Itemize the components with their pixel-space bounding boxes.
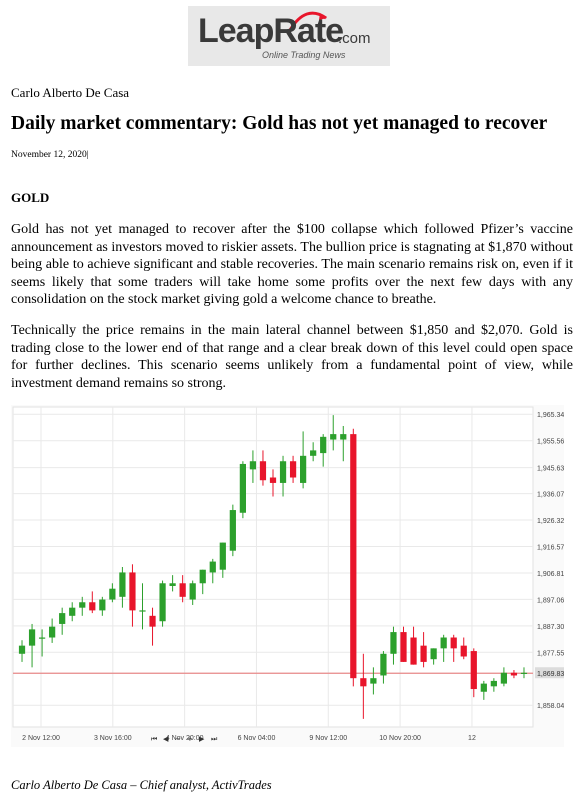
candle-body bbox=[470, 651, 477, 690]
y-tick-label: 1,945.63 bbox=[537, 466, 564, 473]
candle-body bbox=[400, 632, 407, 662]
swoosh-icon bbox=[288, 11, 327, 31]
candle-body bbox=[89, 602, 96, 611]
candle-body bbox=[310, 450, 317, 456]
article-date: November 12, 2020| bbox=[11, 150, 89, 160]
candle-body bbox=[520, 672, 528, 674]
logo-tagline: Online Trading News bbox=[262, 50, 346, 60]
candle-body bbox=[460, 645, 467, 657]
candle-body bbox=[320, 436, 327, 454]
candle-body bbox=[38, 637, 46, 639]
leaprate-logo[interactable]: LeapRate .com Online Trading News bbox=[188, 6, 390, 66]
plot-area bbox=[12, 406, 534, 728]
author-name: Carlo Alberto De Casa bbox=[11, 85, 130, 100]
candle-body bbox=[510, 672, 518, 676]
candle-body bbox=[420, 645, 427, 662]
candle-body bbox=[380, 653, 387, 676]
y-tick-label: 1,877.55 bbox=[537, 650, 564, 657]
prev-icon[interactable]: ◀ bbox=[163, 735, 169, 743]
candle-body bbox=[490, 680, 497, 687]
candle-body bbox=[450, 637, 457, 649]
candle-body bbox=[159, 583, 166, 622]
image-caption: Carlo Alberto De Casa – Chief analyst, A… bbox=[11, 778, 272, 792]
candle-body bbox=[59, 613, 66, 624]
x-tick-label: 6 Nov 04:00 bbox=[238, 735, 276, 742]
candle-body bbox=[239, 463, 246, 513]
candle-body bbox=[269, 477, 277, 483]
candle-body bbox=[209, 561, 216, 573]
candle-body bbox=[500, 672, 508, 684]
y-tick-label: 1,955.56 bbox=[537, 439, 564, 446]
candle-body bbox=[149, 615, 156, 627]
candle-body bbox=[28, 629, 36, 646]
candle-body bbox=[390, 632, 397, 654]
y-tick-label: 1,906.81 bbox=[537, 571, 564, 578]
candle-body bbox=[430, 648, 437, 660]
current-price-label: 1,869.83 bbox=[537, 671, 564, 678]
candle-body bbox=[219, 542, 226, 570]
section-heading: GOLD bbox=[11, 190, 50, 205]
current-price-tag bbox=[535, 667, 564, 679]
candle-body bbox=[350, 434, 357, 679]
candle-body bbox=[119, 572, 126, 597]
article-title: Daily market commentary: Gold has not ye… bbox=[11, 113, 548, 134]
candle-body bbox=[189, 583, 196, 600]
article-paragraph: Gold has not yet managed to recover afte… bbox=[11, 222, 573, 307]
last-icon[interactable]: ⏭ bbox=[211, 735, 218, 743]
candle-body bbox=[289, 461, 297, 478]
y-tick-label: 1,887.30 bbox=[537, 624, 564, 631]
x-tick-label: 12 bbox=[468, 735, 476, 742]
first-icon[interactable]: ⏮ bbox=[151, 735, 157, 743]
candle-body bbox=[129, 572, 136, 611]
gold-price-chart: 1,965.34 1,955.56 1,945.63 1,936.07 1,926.32… bbox=[11, 405, 564, 747]
y-tick-label: 1,926.32 bbox=[537, 518, 564, 525]
candle-body bbox=[279, 461, 287, 483]
candle-body bbox=[69, 607, 76, 616]
next-icon[interactable]: ▶ bbox=[199, 735, 205, 743]
candle-body bbox=[259, 461, 267, 481]
zoom-in-icon[interactable]: + bbox=[187, 735, 193, 743]
x-tick-label: 4 Nov 20:00 bbox=[166, 735, 204, 742]
candle-body bbox=[440, 637, 447, 649]
y-tick-label: 1,916.57 bbox=[537, 544, 564, 551]
logo-domain-suffix: .com bbox=[338, 30, 371, 47]
candle-body bbox=[340, 434, 347, 440]
y-tick-label: 1,858.04 bbox=[537, 703, 564, 710]
candle-body bbox=[179, 583, 186, 597]
candle-body bbox=[410, 637, 417, 665]
candle-body bbox=[139, 610, 146, 612]
candle-body bbox=[480, 683, 487, 692]
candle-body bbox=[49, 626, 56, 638]
candle-body bbox=[99, 599, 106, 611]
candle-body bbox=[249, 461, 257, 470]
y-tick-label: 1,936.07 bbox=[537, 492, 564, 499]
zoom-out-icon[interactable]: − bbox=[175, 735, 181, 743]
x-tick-label: 10 Nov 20:00 bbox=[379, 735, 421, 742]
y-tick-label: 1,897.06 bbox=[537, 597, 564, 604]
x-tick-label: 3 Nov 16:00 bbox=[94, 735, 132, 742]
candle-body bbox=[229, 510, 236, 551]
candle-body bbox=[169, 583, 176, 586]
candle-body bbox=[109, 588, 116, 600]
article-paragraph: Technically the price remains in the mai… bbox=[11, 323, 573, 391]
x-tick-label: 2 Nov 12:00 bbox=[22, 735, 60, 742]
candle-body bbox=[18, 645, 26, 654]
candle-body bbox=[370, 678, 377, 684]
candle-body bbox=[300, 455, 307, 483]
y-tick-label: 1,965.34 bbox=[537, 412, 564, 419]
candle-body bbox=[79, 602, 86, 608]
logo-wordmark: LeapRate bbox=[198, 12, 344, 50]
x-tick-label: 9 Nov 12:00 bbox=[309, 735, 347, 742]
candle-body bbox=[360, 678, 367, 687]
candle-body bbox=[330, 434, 337, 440]
candle-body bbox=[199, 569, 206, 584]
